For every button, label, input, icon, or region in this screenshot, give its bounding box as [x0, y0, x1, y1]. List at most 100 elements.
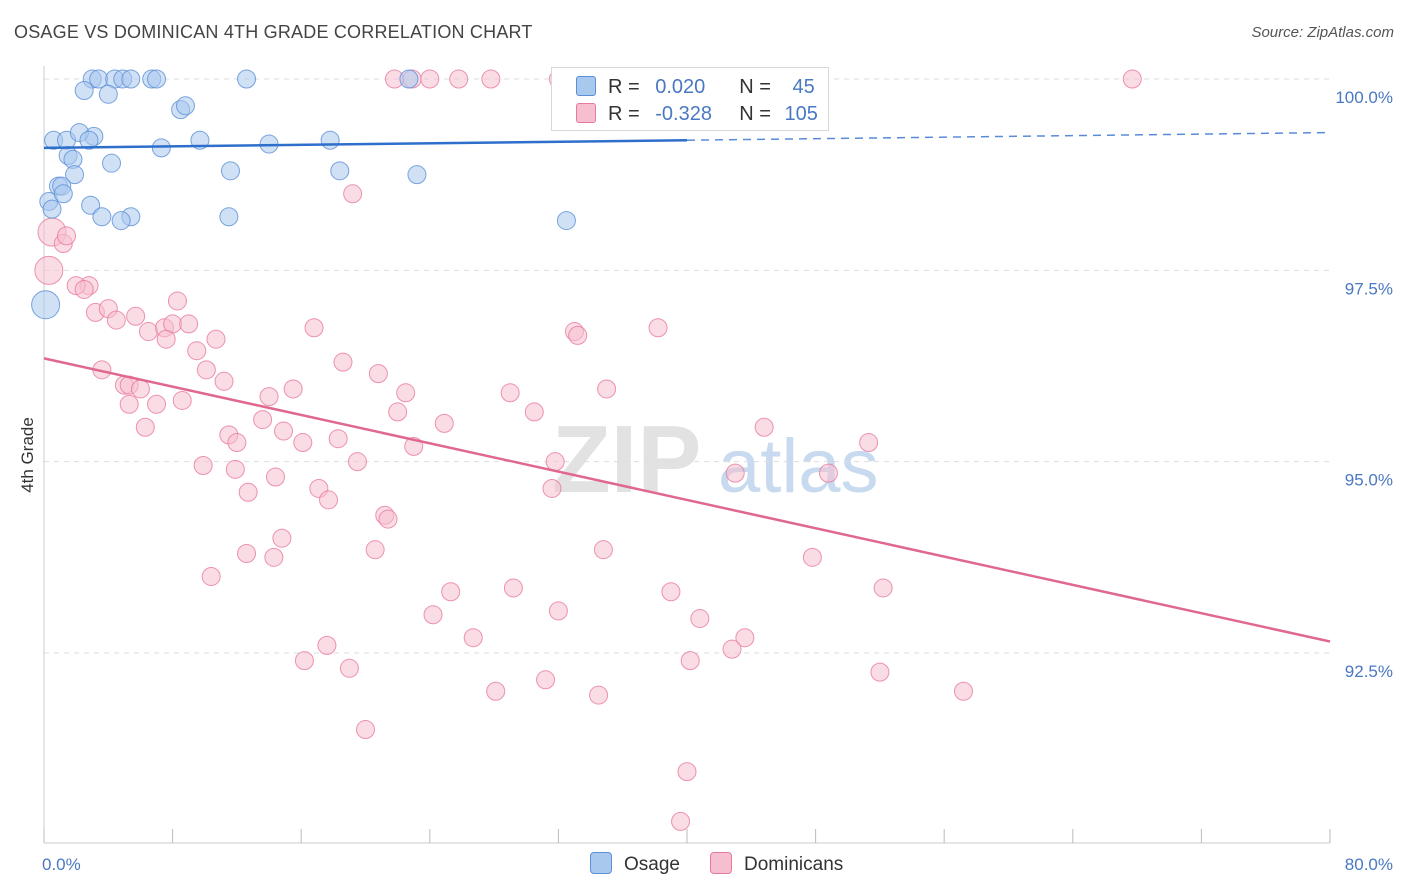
dominicans-point-3: [449, 69, 469, 89]
dominicans-point-80: [503, 578, 523, 598]
dominicans-point-60: [347, 452, 367, 472]
osage-point-26: [330, 161, 350, 181]
osage-point-17: [79, 130, 99, 150]
dominicans-point-83: [873, 578, 893, 598]
dominicans-point-76: [593, 540, 613, 560]
watermark-zip: ZIP: [552, 406, 701, 513]
legend-n-value-osage: 45: [792, 76, 815, 98]
legend-item-osage[interactable]: Osage: [590, 852, 680, 876]
dominicans-point-64: [265, 467, 285, 487]
watermark-atlas: atlas: [718, 424, 879, 509]
legend-item-dominicans[interactable]: Dominicans: [710, 852, 843, 876]
legend-row-osage: R = 0.020 N = 45: [576, 76, 815, 100]
dominicans-point-4: [481, 69, 501, 89]
dominicans-point-61: [545, 452, 565, 472]
dominicans-point-19: [126, 306, 146, 326]
dominicans-point-2: [420, 69, 440, 89]
osage-trend-line-extension: [686, 131, 1331, 141]
dominicans-point-82: [661, 582, 681, 602]
dominicans-point-46: [119, 394, 139, 414]
legend-osage-label: Osage: [624, 854, 680, 875]
dominicans-point-15: [167, 291, 187, 311]
dominicans-point-92: [680, 651, 700, 671]
dominicans-point-55: [328, 429, 348, 449]
dominicans-point-88: [735, 628, 755, 648]
series-legend: Osage Dominicans: [0, 852, 1406, 878]
dominicans-point-27: [648, 318, 668, 338]
legend-r-value-dominicans: -0.328: [655, 103, 712, 125]
dominicans-point-47: [388, 402, 408, 422]
stats-legend: R = 0.020 N = 45 R = -0.328 N = 105: [551, 67, 829, 131]
dominicans-point-72: [378, 509, 398, 529]
dominicans-point-18: [106, 310, 126, 330]
dominicans-point-77: [264, 547, 284, 567]
legend-r-label-osage: R =: [608, 76, 640, 98]
dominicans-point-52: [754, 417, 774, 437]
dominicans-point-7: [343, 184, 363, 204]
osage-point-6: [147, 69, 167, 89]
dominicans-point-101: [671, 811, 691, 831]
legend-row-dominicans: R = -0.328 N = 105: [576, 103, 818, 127]
dominicans-point-41: [500, 383, 520, 403]
dominicans-point-63: [225, 459, 245, 479]
dominicans-swatch: [576, 103, 596, 123]
osage-trend-line: [43, 138, 688, 150]
dominicans-point-78: [802, 547, 822, 567]
tick-labels: 100.0% 97.5% 95.0% 92.5% 0.0% 80.0%: [42, 88, 1393, 874]
dominicans-point-38: [130, 379, 150, 399]
dominicans-point-86: [690, 609, 710, 629]
legend-n-value-dominicans: 105: [784, 103, 818, 125]
osage-point-28: [65, 165, 85, 185]
dominicans-point-95: [536, 670, 556, 690]
dominicans-point-69: [238, 482, 258, 502]
dominicans-point-43: [259, 387, 279, 407]
osage-point-34: [92, 207, 112, 227]
dominicans-point-24: [304, 318, 324, 338]
osage-point-21: [151, 138, 171, 158]
dominicans-point-33: [196, 360, 216, 380]
osage-point-39: [42, 199, 62, 219]
dominicans-point-6: [1122, 69, 1142, 89]
dominicans-point-98: [953, 681, 973, 701]
dominicans-point-42: [597, 379, 617, 399]
dominicans-point-73: [272, 528, 292, 548]
x-tick-label-0: 0.0%: [42, 855, 81, 874]
dominicans-point-49: [135, 417, 155, 437]
y-axis-label: 4th Grade: [18, 417, 37, 493]
osage-point-40: [31, 290, 61, 320]
dominicans-point-40: [396, 383, 416, 403]
osage-point-27: [407, 165, 427, 185]
y-tick-label-1: 97.5%: [1345, 279, 1393, 298]
dominicans-point-99: [356, 720, 375, 740]
dominicans-point-93: [339, 658, 359, 678]
dominicans-point-44: [172, 390, 192, 410]
osage-point-1: [89, 69, 109, 89]
osage-point-24: [102, 153, 122, 173]
dominicans-point-26: [568, 325, 588, 345]
osage-swatch: [576, 76, 596, 96]
dominicans-point-29: [206, 329, 226, 349]
osage-legend-swatch: [590, 852, 612, 874]
dominicans-point-39: [283, 379, 303, 399]
dominicans-point-11: [57, 226, 77, 246]
legend-n-label-dominicans: N =: [739, 103, 771, 125]
dominicans-point-89: [317, 635, 337, 655]
dominicans-point-74: [237, 544, 257, 564]
y-tick-label-2: 95.0%: [1345, 471, 1393, 490]
dominicans-point-35: [214, 371, 234, 391]
dominicans-point-79: [201, 566, 221, 586]
osage-point-25: [220, 161, 240, 181]
dominicans-point-45: [147, 394, 167, 414]
dominicans-point-94: [870, 662, 890, 682]
osage-point-10: [98, 84, 118, 104]
dominicans-point-65: [725, 463, 745, 483]
dominicans-point-90: [722, 639, 742, 659]
dominicans-point-14: [74, 279, 94, 299]
dominicans-trend-line: [43, 357, 1331, 643]
trend-lines: [43, 131, 1331, 643]
dominicans-point-20: [138, 322, 158, 342]
legend-r-value-osage: 0.020: [655, 76, 706, 98]
osage-point-12: [175, 96, 195, 116]
y-tick-label-0: 100.0%: [1335, 88, 1393, 107]
chart-title: OSAGE VS DOMINICAN 4TH GRADE CORRELATION…: [14, 22, 533, 42]
